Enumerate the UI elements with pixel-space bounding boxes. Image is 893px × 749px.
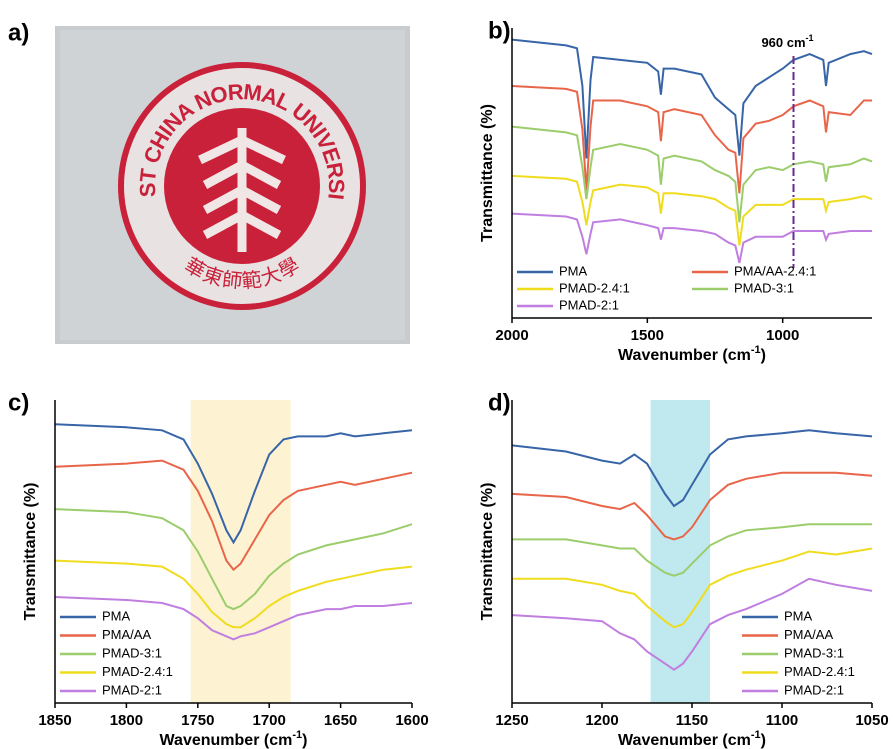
x-label-sup: -1	[751, 344, 761, 356]
annotation-sup: -1	[806, 33, 814, 43]
x-tick-label: 1800	[110, 712, 143, 729]
x-label-main: Wavenumber (cm	[618, 347, 751, 364]
spectrum-line	[54, 423, 413, 545]
chart-panel: d) 1250 1200 1150 1100 1050 Wavenumber (cm-1) T…	[479, 389, 888, 749]
spectrum-line	[54, 596, 413, 641]
x-label-tail: )	[302, 732, 307, 749]
x-label-sup: -1	[292, 729, 302, 741]
y-axis-label: Transmittance (%)	[479, 104, 496, 242]
chart-panel: c) 1850 1800 1750 1700 1650 1600 Wavenumber (cm…	[8, 389, 429, 749]
panel-label: c)	[8, 389, 29, 416]
x-label-main: Wavenumber (cm	[160, 732, 293, 749]
panel-label: d)	[488, 389, 511, 416]
x-axis-label: Wavenumber (cm-1)	[618, 729, 766, 749]
x-tick-label: 1250	[495, 712, 528, 729]
legend-label: PMA/AA-2.4:1	[734, 263, 816, 278]
legend-label: PMAD-3:1	[102, 645, 162, 660]
x-label-tail: )	[761, 732, 766, 749]
x-tick-label: 1100	[766, 712, 799, 729]
legend-label: PMAD-2.4:1	[102, 664, 173, 679]
legend-label: PMA	[559, 263, 588, 278]
spectrum-line	[511, 577, 873, 671]
x-tick-label: 1150	[676, 712, 709, 729]
legend-label: PMA/AA	[102, 627, 151, 642]
spectrum-line	[54, 559, 413, 629]
legend-label: PMA	[784, 608, 813, 623]
x-tick-label: 1200	[585, 712, 618, 729]
spectrum-line	[54, 459, 413, 572]
spectrum-line	[511, 471, 873, 541]
seal-emblem	[198, 128, 286, 252]
highlight-band	[650, 400, 710, 703]
spectrum-line	[511, 38, 873, 159]
legend-label: PMAD-2:1	[559, 297, 619, 312]
y-axis-label: Transmittance (%)	[22, 483, 39, 621]
panel-label: b)	[488, 17, 511, 44]
y-axis-label: Transmittance (%)	[479, 483, 496, 621]
annotation-main: 960 cm	[761, 35, 805, 50]
legend-label: PMAD-2:1	[102, 682, 162, 697]
photo-panel: a) EAST CHINA NORMAL UNIVERSITY 華東師範大學	[0, 0, 410, 344]
x-axis-label: Wavenumber (cm-1)	[618, 344, 766, 364]
spectrum-line	[54, 508, 413, 611]
x-tick-label: 2000	[495, 327, 528, 344]
legend-label: PMAD-2:1	[784, 682, 844, 697]
legend-label: PMAD-2.4:1	[559, 280, 630, 295]
x-label-main: Wavenumber (cm	[618, 732, 751, 749]
highlight-band	[190, 400, 291, 703]
x-tick-label: 1850	[38, 712, 71, 729]
spectrum-line	[511, 429, 873, 508]
x-axis-label: Wavenumber (cm-1)	[160, 729, 308, 749]
panel-label: a)	[8, 19, 29, 46]
legend-label: PMA	[102, 608, 131, 623]
spectrum-line	[511, 85, 872, 194]
x-tick-label: 1500	[631, 327, 664, 344]
spectrum-line	[511, 212, 872, 264]
x-tick-label: 1700	[253, 712, 286, 729]
x-label-tail: )	[761, 347, 766, 364]
annotation-text: 960 cm-1	[761, 33, 813, 50]
spectrum-line	[512, 523, 872, 577]
spectrum-line	[511, 174, 873, 246]
spectrum-line	[512, 547, 873, 629]
x-tick-label: 1650	[324, 712, 357, 729]
legend-label: PMA/AA	[784, 627, 833, 642]
spectrum-line	[511, 125, 873, 223]
legend-label: PMAD-3:1	[784, 645, 844, 660]
x-tick-label: 1050	[855, 712, 888, 729]
x-tick-label: 1750	[181, 712, 214, 729]
x-tick-label: 1000	[766, 327, 799, 344]
legend-label: PMAD-3:1	[734, 280, 794, 295]
legend-label: PMAD-2.4:1	[784, 664, 855, 679]
x-tick-label: 1600	[395, 712, 428, 729]
x-label-sup: -1	[751, 729, 761, 741]
